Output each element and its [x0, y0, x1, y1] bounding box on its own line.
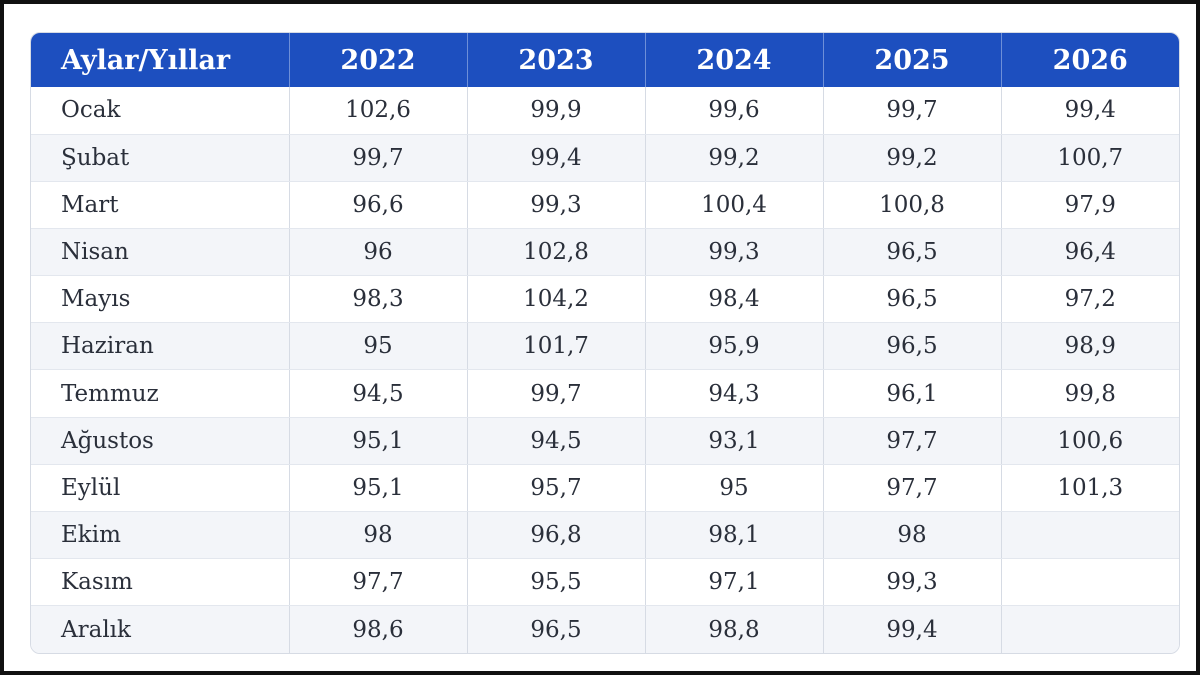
month-cell: Mart — [31, 181, 290, 229]
month-cell: Nisan — [31, 228, 290, 277]
value-cell: 98,3 — [289, 275, 468, 324]
value-cell: 99,3 — [467, 181, 646, 229]
value-cell: 96,5 — [823, 228, 1002, 277]
value-cell: 93,1 — [645, 417, 824, 465]
value-cell: 95,9 — [645, 322, 824, 371]
value-cell: 97,2 — [1001, 275, 1179, 324]
value-cell: 98,8 — [645, 605, 824, 653]
value-cell: 96,5 — [823, 275, 1002, 324]
month-cell: Haziran — [31, 322, 290, 371]
value-cell: 98,9 — [1001, 322, 1179, 371]
value-cell: 96,4 — [1001, 228, 1179, 277]
value-cell: 102,6 — [289, 87, 468, 135]
value-cell: 95,1 — [289, 464, 468, 512]
value-cell: 99,9 — [467, 87, 646, 135]
value-cell: 97,1 — [645, 558, 824, 607]
value-cell: 97,7 — [823, 464, 1002, 512]
value-cell: 100,8 — [823, 181, 1002, 229]
table-body: Ocak 102,6 99,9 99,6 99,7 99,4 Şubat 99,7 99,4 99… — [31, 87, 1179, 653]
month-cell: Şubat — [31, 134, 290, 182]
value-cell: 96 — [289, 228, 468, 277]
month-cell: Eylül — [31, 464, 290, 512]
value-cell: 99,4 — [823, 605, 1002, 653]
value-cell: 98,4 — [645, 275, 824, 324]
value-cell: 104,2 — [467, 275, 646, 324]
table-row: Mart 96,6 99,3 100,4 100,8 97,9 — [31, 181, 1179, 229]
value-cell: 99,3 — [645, 228, 824, 277]
table-row: Eylül 95,1 95,7 95 97,7 101,3 — [31, 464, 1179, 512]
value-cell: 97,9 — [1001, 181, 1179, 229]
table-row: Ekim 98 96,8 98,1 98 — [31, 511, 1179, 560]
table-row: Kasım 97,7 95,5 97,1 99,3 — [31, 558, 1179, 607]
month-cell: Kasım — [31, 558, 290, 607]
header-year: 2022 — [289, 33, 468, 87]
value-cell: 95 — [645, 464, 824, 512]
value-cell: 97,7 — [289, 558, 468, 607]
value-cell: 100,7 — [1001, 134, 1179, 182]
value-cell — [1001, 511, 1179, 560]
value-cell: 99,6 — [645, 87, 824, 135]
value-cell: 99,3 — [823, 558, 1002, 607]
value-cell: 98 — [289, 511, 468, 560]
value-cell: 99,7 — [467, 369, 646, 418]
month-cell: Ağustos — [31, 417, 290, 465]
month-cell: Ekim — [31, 511, 290, 560]
data-table-container: Aylar/Yıllar 2022 2023 2024 2025 2026 Oc… — [30, 32, 1180, 654]
value-cell: 99,4 — [467, 134, 646, 182]
value-cell: 99,2 — [645, 134, 824, 182]
header-year: 2025 — [823, 33, 1002, 87]
header-year: 2023 — [467, 33, 646, 87]
value-cell: 101,3 — [1001, 464, 1179, 512]
table-row: Şubat 99,7 99,4 99,2 99,2 100,7 — [31, 134, 1179, 182]
table-row: Temmuz 94,5 99,7 94,3 96,1 99,8 — [31, 369, 1179, 418]
value-cell: 96,6 — [289, 181, 468, 229]
value-cell: 95,5 — [467, 558, 646, 607]
month-cell: Aralık — [31, 605, 290, 653]
header-year: 2024 — [645, 33, 824, 87]
month-cell: Temmuz — [31, 369, 290, 418]
value-cell: 98,6 — [289, 605, 468, 653]
table-header: Aylar/Yıllar 2022 2023 2024 2025 2026 — [31, 33, 1179, 87]
header-row: Aylar/Yıllar 2022 2023 2024 2025 2026 — [31, 33, 1179, 87]
table-row: Ocak 102,6 99,9 99,6 99,7 99,4 — [31, 87, 1179, 135]
table-row: Ağustos 95,1 94,5 93,1 97,7 100,6 — [31, 417, 1179, 465]
header-month-label: Aylar/Yıllar — [31, 33, 290, 87]
value-cell: 102,8 — [467, 228, 646, 277]
header-year: 2026 — [1001, 33, 1179, 87]
value-cell: 97,7 — [823, 417, 1002, 465]
value-cell: 100,6 — [1001, 417, 1179, 465]
table-row: Mayıs 98,3 104,2 98,4 96,5 97,2 — [31, 275, 1179, 324]
value-cell: 96,5 — [467, 605, 646, 653]
value-cell: 95,7 — [467, 464, 646, 512]
month-cell: Ocak — [31, 87, 290, 135]
value-cell: 99,2 — [823, 134, 1002, 182]
month-cell: Mayıs — [31, 275, 290, 324]
value-cell — [1001, 558, 1179, 607]
value-cell: 94,3 — [645, 369, 824, 418]
value-cell — [1001, 605, 1179, 653]
value-cell: 101,7 — [467, 322, 646, 371]
value-cell: 95 — [289, 322, 468, 371]
value-cell: 94,5 — [467, 417, 646, 465]
value-cell: 96,8 — [467, 511, 646, 560]
value-cell: 99,4 — [1001, 87, 1179, 135]
value-cell: 100,4 — [645, 181, 824, 229]
table-row: Aralık 98,6 96,5 98,8 99,4 — [31, 605, 1179, 653]
value-cell: 95,1 — [289, 417, 468, 465]
table-row: Nisan 96 102,8 99,3 96,5 96,4 — [31, 228, 1179, 277]
value-cell: 94,5 — [289, 369, 468, 418]
value-cell: 99,7 — [823, 87, 1002, 135]
value-cell: 99,8 — [1001, 369, 1179, 418]
table-row: Haziran 95 101,7 95,9 96,5 98,9 — [31, 322, 1179, 371]
value-cell: 96,5 — [823, 322, 1002, 371]
monthly-index-table: Aylar/Yıllar 2022 2023 2024 2025 2026 Oc… — [31, 33, 1179, 653]
value-cell: 99,7 — [289, 134, 468, 182]
value-cell: 98,1 — [645, 511, 824, 560]
value-cell: 98 — [823, 511, 1002, 560]
value-cell: 96,1 — [823, 369, 1002, 418]
